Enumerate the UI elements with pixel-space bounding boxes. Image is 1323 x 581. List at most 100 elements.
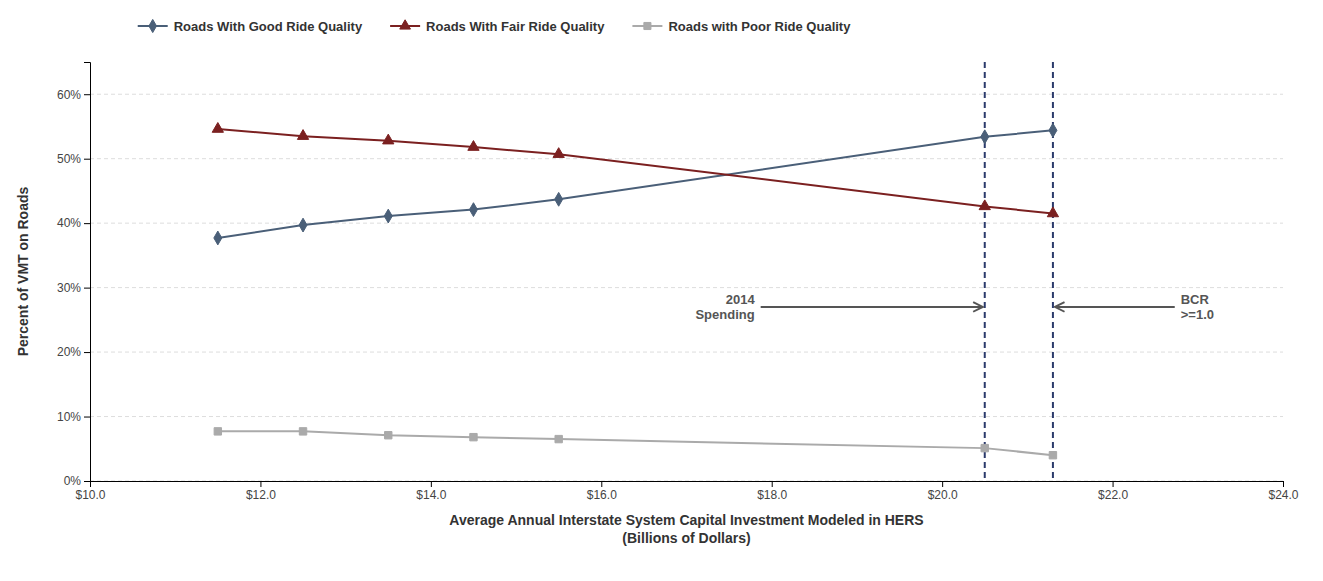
axis-line (84, 63, 91, 482)
tick-mark (84, 481, 90, 482)
x-axis-title-line: (Billions of Dollars) (622, 530, 750, 546)
tick: 20% (57, 345, 90, 359)
point (469, 203, 477, 217)
tick-mark (1113, 481, 1114, 487)
point (555, 435, 562, 442)
legend-marker (149, 19, 157, 32)
tick-label: 0% (64, 474, 82, 488)
grid (90, 94, 1283, 481)
annotations: 2014Spending BCR>=1.0 (695, 292, 1214, 323)
point (981, 130, 989, 144)
tick: 0% (64, 474, 90, 488)
annotation-arrow (761, 306, 983, 308)
legend-label: Roads with Poor Ride Quality (668, 19, 851, 34)
x-axis-title-line: Average Annual Interstate System Capital… (449, 512, 923, 528)
tick-label: 60% (57, 88, 81, 102)
line (218, 129, 1053, 213)
annotation-line: Spending (695, 307, 754, 322)
legend-item: Roads With Fair Ride Quality (390, 19, 605, 34)
annotation-line: >=1.0 (1181, 307, 1214, 322)
x-axis-title: Average Annual Interstate System Capital… (449, 512, 923, 546)
tick-mark (84, 223, 90, 224)
legend-item: Roads with Poor Ride Quality (632, 19, 851, 34)
tick: $14.0 (416, 481, 446, 502)
legend-label: Roads With Good Ride Quality (174, 19, 363, 34)
point (981, 444, 988, 451)
tick-label: 20% (57, 345, 81, 359)
point (385, 432, 392, 439)
tick-label: $18.0 (757, 488, 787, 502)
tick: $24.0 (1268, 481, 1298, 502)
tick: $20.0 (928, 481, 958, 502)
point (212, 123, 223, 133)
tick-mark (84, 352, 90, 353)
tick: $18.0 (757, 481, 787, 502)
series (214, 123, 1057, 244)
point (299, 218, 307, 232)
tick-mark (84, 159, 90, 160)
series (212, 123, 1058, 217)
annotation: 2014Spending (695, 292, 755, 323)
tick-label: $14.0 (416, 488, 446, 502)
point (384, 209, 392, 223)
plot-area: $10.0$12.0$14.0$16.0$18.0$20.0$22.0$24.0… (57, 62, 1299, 502)
tick-mark (84, 288, 90, 289)
marks (212, 62, 1058, 481)
point (470, 433, 477, 440)
tick: $16.0 (587, 481, 617, 502)
tick-mark (260, 481, 261, 487)
legend-marker (400, 20, 411, 29)
point (1047, 207, 1058, 217)
line (218, 431, 1053, 455)
tick-mark (772, 481, 773, 487)
point (553, 148, 564, 158)
annotation-line: BCR (1181, 292, 1210, 307)
tick-label: 50% (57, 152, 81, 166)
tick-label: $16.0 (587, 488, 617, 502)
grid-line (90, 287, 1283, 288)
tick: 40% (57, 216, 90, 230)
y-axis-title: Percent of VMT on Roads (15, 187, 31, 357)
line (218, 130, 1053, 238)
point (297, 130, 308, 140)
tick-mark (84, 417, 90, 418)
grid-line (90, 94, 1283, 95)
point (214, 231, 222, 245)
tick-mark (601, 481, 602, 487)
tick-label: $24.0 (1268, 488, 1298, 502)
tick: $12.0 (246, 481, 276, 502)
tick: 60% (57, 88, 90, 102)
point (214, 428, 221, 435)
tick-label: $12.0 (246, 488, 276, 502)
x-axis: $10.0$12.0$14.0$16.0$18.0$20.0$22.0$24.0 (75, 481, 1298, 502)
legend-marker (644, 22, 651, 29)
legend-item: Roads With Good Ride Quality (138, 19, 363, 34)
point (468, 141, 479, 151)
point (555, 192, 563, 206)
tick-label: $20.0 (928, 488, 958, 502)
tick-mark (84, 94, 90, 95)
grid-line (90, 158, 1283, 159)
tick: 50% (57, 152, 90, 166)
grid-line (90, 352, 1283, 353)
tick-label: 40% (57, 216, 81, 230)
grid-line (90, 416, 1283, 417)
legend: Roads With Good Ride Quality Roads With F… (138, 19, 851, 34)
point (383, 134, 394, 144)
tick: 10% (57, 410, 90, 424)
tick-mark (942, 481, 943, 487)
tick-mark (431, 481, 432, 487)
tick-label: 30% (57, 281, 81, 295)
tick: 30% (57, 281, 90, 295)
point (1049, 452, 1056, 459)
tick: $22.0 (1098, 481, 1128, 502)
annotation-line: 2014 (726, 292, 756, 307)
annotation: BCR>=1.0 (1181, 292, 1214, 323)
point (979, 200, 990, 210)
point (299, 428, 306, 435)
point (1049, 123, 1057, 137)
grid-line (90, 223, 1283, 224)
tick-label: 10% (57, 410, 81, 424)
axis-line (91, 482, 1284, 488)
chart: $10.0$12.0$14.0$16.0$18.0$20.0$22.0$24.0… (0, 0, 1323, 581)
